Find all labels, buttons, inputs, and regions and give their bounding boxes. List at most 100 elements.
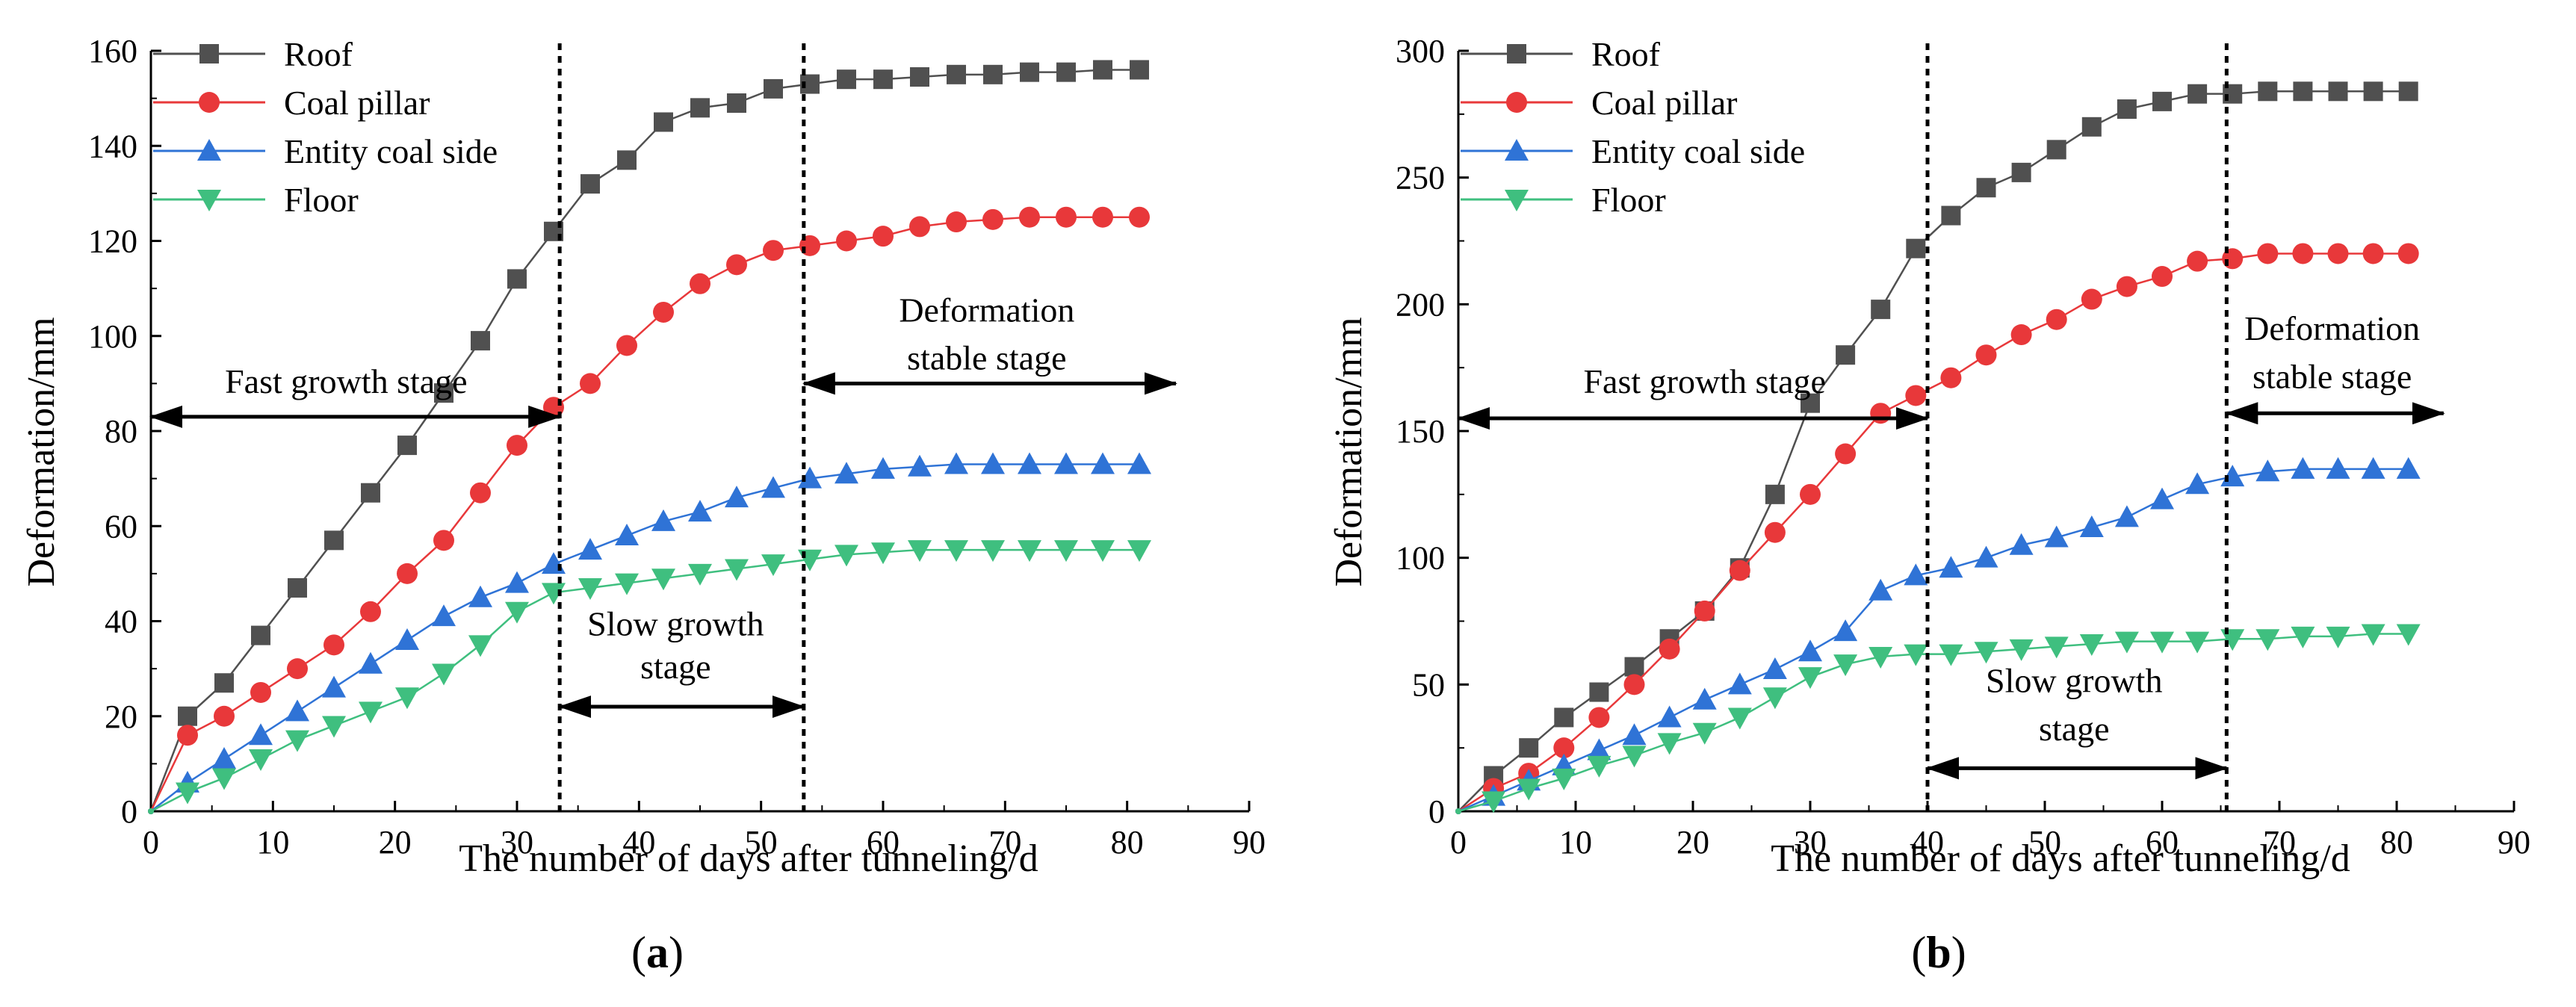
series-line <box>1458 468 2409 813</box>
data-point <box>1657 705 1682 728</box>
data-point <box>1974 545 1998 568</box>
stable-stage-sub-label-b: stable stage <box>2253 357 2412 395</box>
data-point <box>2116 276 2137 297</box>
data-point <box>2152 266 2173 288</box>
x-tick-label-b: 20 <box>1676 824 1709 861</box>
y-tick-label-b: 100 <box>1396 540 1445 577</box>
data-point <box>2257 243 2279 264</box>
data-point <box>763 240 784 261</box>
data-point <box>1455 808 1461 814</box>
data-point <box>2255 459 2280 482</box>
data-point <box>947 64 966 84</box>
x-tick-label-a: 50 <box>745 824 778 861</box>
y-tick-label-a: 120 <box>88 223 137 260</box>
data-point <box>981 452 1005 474</box>
series-line <box>1458 90 2409 812</box>
y-axis-title-a: Deformation/mm <box>20 317 63 586</box>
series-b-floor <box>1455 624 2421 814</box>
data-point <box>2079 634 2104 657</box>
data-point <box>1519 738 1539 758</box>
data-point <box>908 540 932 563</box>
data-point <box>725 486 749 508</box>
data-point <box>2328 81 2348 102</box>
data-point <box>1905 385 1927 406</box>
slow-growth-stage-label-a: stage <box>640 648 711 686</box>
data-point <box>1552 768 1576 790</box>
series-a-coal-pillar <box>148 206 1150 814</box>
data-point <box>1800 483 1821 505</box>
data-point <box>1833 654 1858 677</box>
data-point <box>2011 162 2031 182</box>
data-point <box>1019 206 1040 228</box>
data-point <box>2291 626 2315 648</box>
data-point <box>2397 243 2419 264</box>
data-point <box>1974 642 1998 664</box>
legend-marker <box>1505 190 1529 211</box>
data-point <box>2185 472 2210 495</box>
data-point <box>324 530 344 551</box>
y-tick-label-b: 150 <box>1396 413 1445 450</box>
x-tick-label-a: 30 <box>501 824 533 861</box>
data-point <box>1657 733 1682 755</box>
data-point <box>983 64 1003 84</box>
data-point <box>2327 243 2349 264</box>
y-tick-label-a: 160 <box>88 33 137 69</box>
x-tick-label-b: 40 <box>1911 824 1944 861</box>
data-point <box>1836 345 1856 365</box>
data-point <box>285 730 309 752</box>
series-line <box>149 69 1139 812</box>
data-point <box>654 112 673 132</box>
legend-marker <box>197 190 221 211</box>
data-point <box>2188 84 2208 104</box>
series-line <box>150 463 1139 812</box>
data-point <box>651 509 675 531</box>
stable-stage-label-a: Deformation <box>899 291 1074 329</box>
data-point <box>2117 99 2137 120</box>
data-point <box>212 747 236 769</box>
data-point <box>873 226 894 247</box>
data-point <box>360 601 381 622</box>
data-point <box>1056 62 1076 82</box>
data-point <box>397 563 418 584</box>
data-point <box>2009 533 2034 555</box>
x-axis-title-a: The number of days after tunneling/d <box>459 837 1038 880</box>
data-point <box>835 545 858 567</box>
data-point <box>1868 647 1893 669</box>
data-point <box>1762 687 1787 710</box>
data-point <box>148 808 154 814</box>
data-point <box>542 552 566 574</box>
data-point <box>214 673 234 693</box>
data-point <box>764 78 783 99</box>
data-point <box>1765 484 1785 504</box>
x-tick-label-a: 40 <box>622 824 655 861</box>
data-point <box>1093 60 1112 80</box>
data-point <box>690 98 710 118</box>
data-point <box>1624 657 1644 677</box>
data-point <box>1589 682 1609 702</box>
chart-panel-b: The number of days after tunneling/d Def… <box>1328 33 2530 977</box>
data-point <box>1553 737 1575 759</box>
data-point <box>944 540 968 563</box>
data-point <box>1587 755 1611 778</box>
data-point <box>1694 600 1715 622</box>
data-point <box>909 216 930 238</box>
data-point <box>2326 456 2350 479</box>
data-point <box>1554 707 1574 728</box>
y-tick-label-b: 200 <box>1396 286 1445 323</box>
data-point <box>361 483 380 503</box>
legend-b: Roof Coal pillar Entity coal side Floor <box>1461 35 1805 219</box>
data-point <box>946 211 967 233</box>
data-point <box>1871 300 1891 320</box>
data-point <box>1692 687 1717 710</box>
y-tick-label-a: 0 <box>121 793 137 830</box>
data-point <box>1941 205 1961 226</box>
data-point <box>470 482 491 504</box>
data-point <box>2396 624 2421 646</box>
data-point <box>2081 117 2102 137</box>
data-point <box>761 554 785 577</box>
x-tick-label-b: 60 <box>2146 824 2179 861</box>
data-point <box>505 571 529 593</box>
data-point <box>578 577 602 600</box>
fast-growth-label-a: Fast growth stage <box>225 362 468 400</box>
